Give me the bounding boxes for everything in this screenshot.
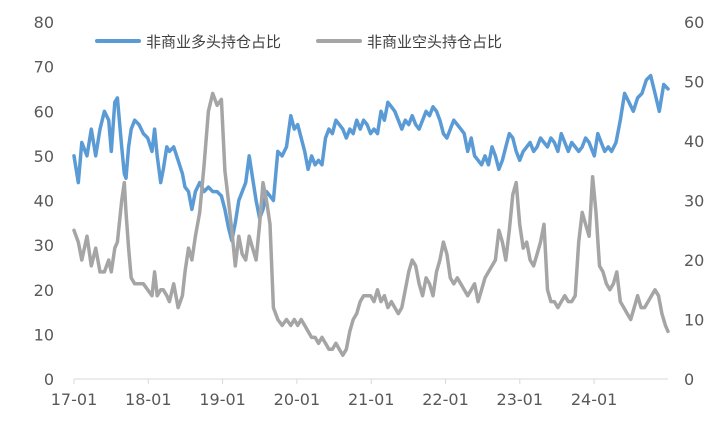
x-tick-label: 18-01 <box>125 390 172 409</box>
x-tick-label: 20-01 <box>274 390 321 409</box>
right-y-tick-label: 30 <box>684 192 704 211</box>
series-line-long <box>72 73 670 243</box>
x-tick-label: 22-01 <box>422 390 469 409</box>
x-tick-label: 21-01 <box>348 390 395 409</box>
right-y-tick-label: 10 <box>684 311 704 330</box>
left-y-tick-label: 30 <box>34 236 54 255</box>
right-y-tick-label: 50 <box>684 73 704 92</box>
series-group <box>72 73 670 357</box>
right-y-axis-ticks: 0 10 20 30 40 50 60 <box>684 13 704 389</box>
right-y-tick-label: 40 <box>684 132 704 151</box>
x-tick-label: 23-01 <box>497 390 544 409</box>
left-y-tick-label: 20 <box>34 281 54 300</box>
right-y-tick-label: 0 <box>684 370 694 389</box>
x-axis-ticks: 17-01 18-01 19-01 20-01 21-01 22-01 23-01 24-01 <box>51 379 618 409</box>
left-y-tick-label: 50 <box>34 147 54 166</box>
left-y-axis-ticks: 0 10 20 30 40 50 60 70 80 <box>34 13 54 389</box>
left-y-tick-label: 0 <box>44 370 54 389</box>
legend-label: 非商业多头持仓占比 <box>146 33 281 51</box>
series-line-short <box>72 91 670 357</box>
legend-label: 非商业空头持仓占比 <box>367 33 502 51</box>
x-tick-label: 24-01 <box>571 390 618 409</box>
left-y-tick-label: 70 <box>34 58 54 77</box>
legend: 非商业多头持仓占比 非商业空头持仓占比 <box>95 33 502 51</box>
x-tick-label: 17-01 <box>51 390 98 409</box>
left-y-tick-label: 10 <box>34 325 54 344</box>
left-y-tick-label: 40 <box>34 192 54 211</box>
right-y-tick-label: 60 <box>684 13 704 32</box>
left-y-tick-label: 60 <box>34 102 54 121</box>
left-y-tick-label: 80 <box>34 13 54 32</box>
x-tick-label: 19-01 <box>199 390 246 409</box>
right-y-tick-label: 20 <box>684 251 704 270</box>
